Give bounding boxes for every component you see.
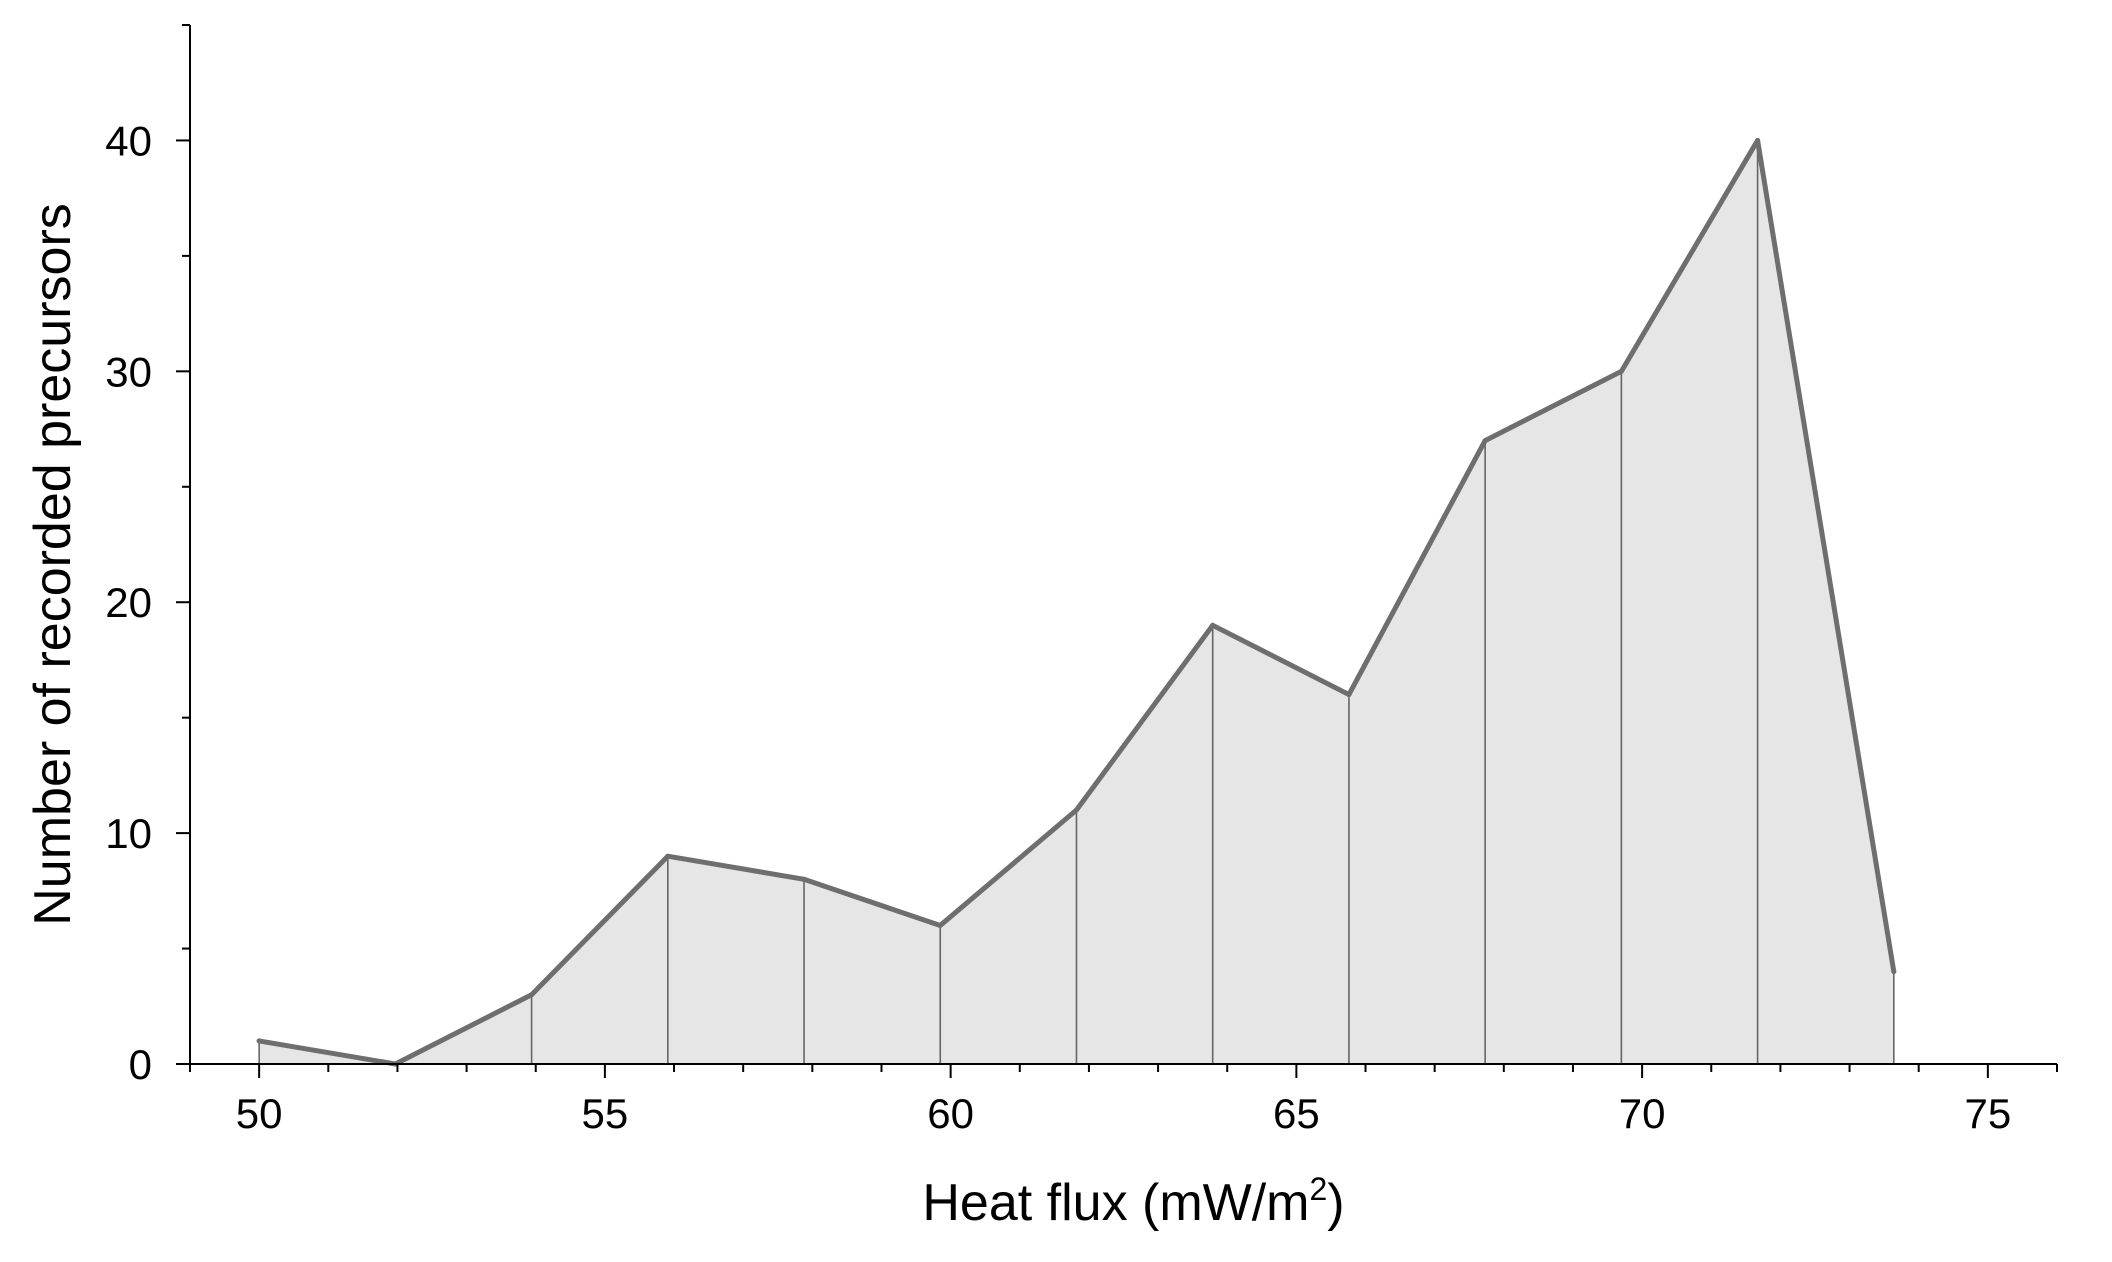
x-tick-label: 65: [1273, 1090, 1320, 1137]
x-axis-title-main: Heat flux (mW/m: [922, 1174, 1309, 1232]
data-point-0: [256, 1038, 262, 1044]
x-axis-title-suffix: ): [1327, 1174, 1344, 1232]
x-tick-label: 50: [236, 1090, 283, 1137]
data-point-6: [1073, 807, 1079, 813]
y-axis-title: Number of recorded precursors: [24, 203, 82, 926]
y-tick-label: 10: [105, 810, 152, 857]
data-point-9: [1482, 438, 1488, 444]
data-point-11: [1755, 137, 1761, 143]
data-point-2: [529, 992, 535, 998]
data-point-10: [1618, 368, 1624, 374]
x-tick-label: 55: [582, 1090, 629, 1137]
y-tick-label: 30: [105, 348, 152, 395]
y-tick-label: 20: [105, 579, 152, 626]
x-tick-label: 60: [927, 1090, 974, 1137]
data-point-7: [1210, 622, 1216, 628]
axis-labels: 50 55 60 65 70 75 0 10 20 30 40 Heat flux (mW/m2) Nu…: [24, 117, 2011, 1232]
x-tick-label: 70: [1619, 1090, 1666, 1137]
x-axis-title-superscript: 2: [1310, 1171, 1328, 1207]
plot-area: [256, 137, 1897, 1067]
data-point-3: [665, 853, 671, 859]
x-tick-label: 75: [1964, 1090, 2011, 1137]
data-point-5: [937, 922, 943, 928]
axes: [176, 24, 2058, 1078]
y-tick-label: 0: [129, 1041, 152, 1088]
data-point-4: [801, 876, 807, 882]
y-tick-label: 40: [105, 117, 152, 164]
data-point-8: [1346, 692, 1352, 698]
x-axis-title: Heat flux (mW/m2): [922, 1171, 1344, 1232]
data-point-12: [1891, 969, 1897, 975]
